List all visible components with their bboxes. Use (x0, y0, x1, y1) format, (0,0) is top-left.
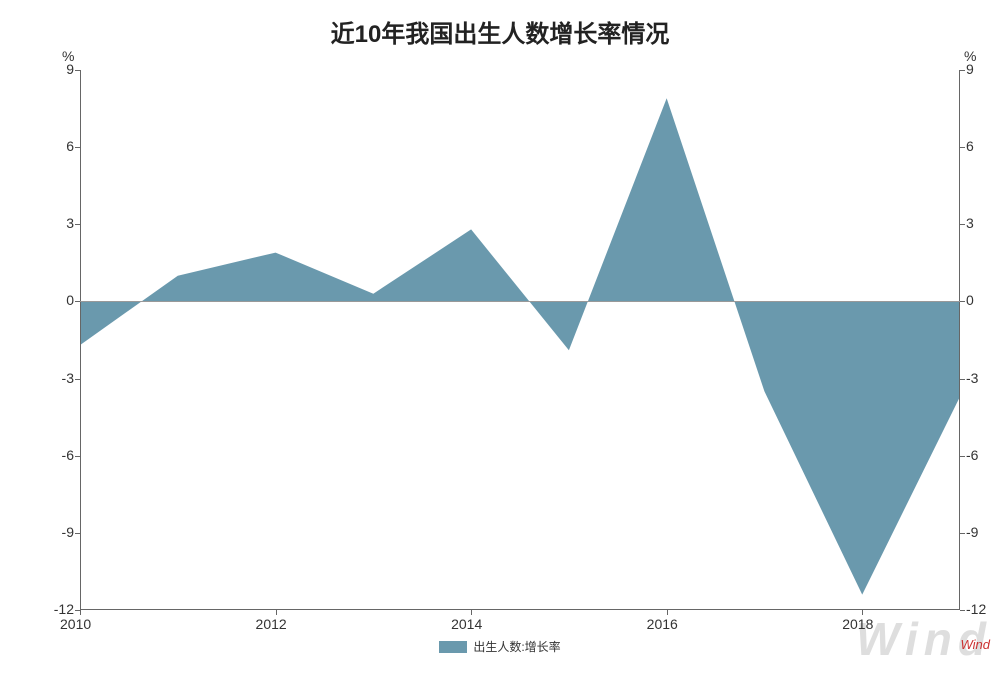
plot-area (80, 70, 960, 610)
y-tick-right: 0 (966, 292, 974, 308)
axis-line (75, 224, 80, 225)
axis-line (80, 610, 81, 615)
x-tick-label: 2014 (451, 616, 482, 632)
axis-line (276, 610, 277, 615)
legend-swatch (439, 641, 467, 653)
axis-line (75, 533, 80, 534)
y-unit-right: % (964, 48, 976, 64)
x-tick-label: 2012 (256, 616, 287, 632)
y-tick-right: 6 (966, 138, 974, 154)
area-svg (80, 70, 960, 610)
y-tick-right: -9 (966, 524, 978, 540)
legend-label: 出生人数:增长率 (473, 638, 560, 655)
y-tick-right: 3 (966, 215, 974, 231)
chart-container: 近10年我国出生人数增长率情况 出生人数:增长率 Wind Wind -12-1… (0, 0, 1000, 674)
y-tick-left: -12 (54, 601, 74, 617)
legend: 出生人数:增长率 (0, 638, 1000, 655)
axis-line (80, 609, 960, 610)
y-tick-left: 6 (66, 138, 74, 154)
axis-line (75, 456, 80, 457)
y-tick-right: -3 (966, 370, 978, 386)
chart-title: 近10年我国出生人数增长率情况 (0, 14, 1000, 49)
axis-line (862, 610, 863, 615)
axis-line (960, 610, 965, 611)
axis-line (960, 456, 965, 457)
axis-line (75, 147, 80, 148)
axis-line (960, 379, 965, 380)
axis-line (960, 147, 965, 148)
y-tick-right: -12 (966, 601, 986, 617)
y-tick-left: 0 (66, 292, 74, 308)
axis-line (75, 70, 80, 71)
x-tick-label: 2010 (60, 616, 91, 632)
axis-line (80, 301, 960, 302)
axis-line (80, 70, 81, 610)
axis-line (960, 301, 965, 302)
area-series (80, 98, 960, 594)
y-unit-left: % (62, 48, 74, 64)
y-tick-right: -6 (966, 447, 978, 463)
y-tick-left: -9 (62, 524, 74, 540)
x-tick-label: 2018 (842, 616, 873, 632)
axis-line (960, 70, 965, 71)
axis-line (960, 533, 965, 534)
axis-line (471, 610, 472, 615)
y-tick-left: -3 (62, 370, 74, 386)
y-tick-left: -6 (62, 447, 74, 463)
axis-line (75, 379, 80, 380)
x-tick-label: 2016 (647, 616, 678, 632)
axis-line (959, 70, 960, 610)
axis-line (667, 610, 668, 615)
y-tick-left: 3 (66, 215, 74, 231)
axis-line (960, 224, 965, 225)
